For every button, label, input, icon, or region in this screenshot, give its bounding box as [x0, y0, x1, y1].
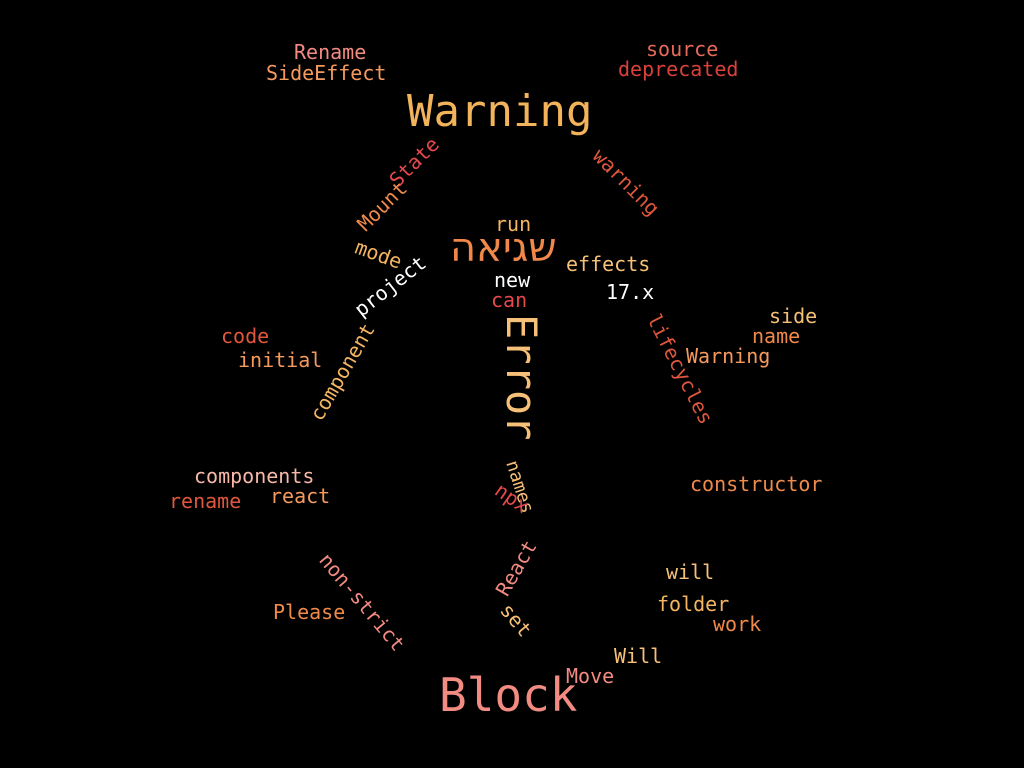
word-initial: initial: [238, 348, 323, 372]
word-component: component: [304, 319, 380, 425]
word-lifecycles: lifecycles: [642, 309, 719, 429]
word-please: Please: [273, 600, 346, 624]
word-will-upper: Will: [614, 644, 663, 668]
word-components: components: [194, 464, 315, 488]
word-run: run: [495, 212, 532, 236]
word-error-large: Error: [497, 314, 546, 441]
word-folder: folder: [657, 592, 730, 616]
word-react: React: [490, 535, 542, 601]
word-rename-lower: rename: [169, 489, 242, 513]
word-move: Move: [566, 664, 615, 688]
word-mount: Mount: [352, 176, 412, 236]
word-rename: Rename: [294, 40, 367, 64]
word-react-lower: react: [270, 484, 331, 508]
word-block: Block: [439, 668, 578, 722]
word-side: side: [769, 304, 818, 328]
word-source: source: [646, 37, 719, 61]
word-hebrew-error: שגיאה: [450, 225, 557, 271]
word-set: set: [495, 598, 537, 642]
word-17x: 17.x: [606, 280, 655, 304]
word-work: work: [713, 612, 762, 636]
word-sideeffect: SideEffect: [266, 61, 387, 85]
word-can: can: [491, 288, 528, 312]
word-deprecated: deprecated: [618, 57, 739, 81]
word-effects: effects: [566, 252, 651, 276]
word-constructor: constructor: [690, 472, 823, 496]
word-new: new: [494, 268, 531, 292]
word-warning-small: Warning: [686, 344, 771, 368]
word-warning-rotated: warning: [587, 143, 665, 221]
word-will-lower: will: [666, 560, 715, 584]
word-code: code: [221, 324, 270, 348]
word-name: name: [752, 324, 801, 348]
word-warning-large: Warning: [407, 86, 593, 137]
